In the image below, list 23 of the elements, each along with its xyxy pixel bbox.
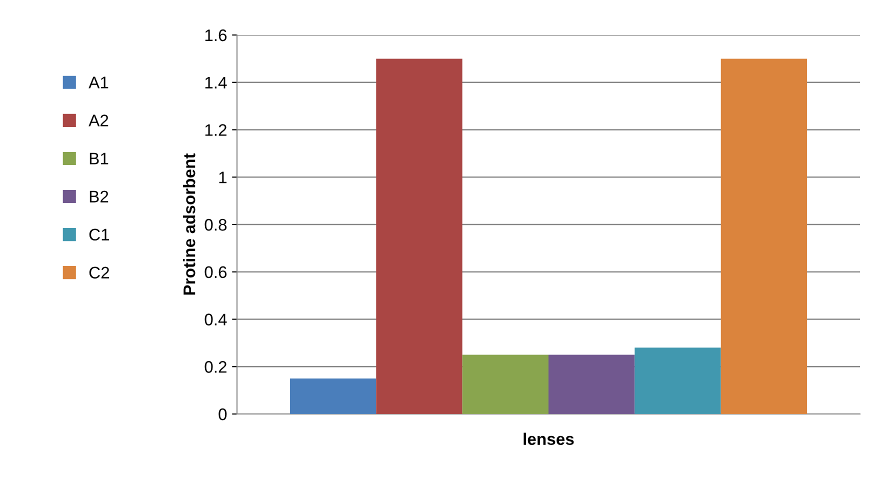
bar [462, 354, 548, 414]
bar [720, 58, 808, 414]
y-tick-label: 1 [219, 172, 226, 184]
y-tick-label: 1.6 [205, 29, 227, 42]
y-tick-label: 0.4 [204, 314, 227, 326]
y-tick-label: 0 [218, 408, 227, 420]
y-tick-label: 0.2 [204, 361, 226, 373]
legend-label: C2 [89, 266, 110, 279]
legend-label: A2 [88, 114, 108, 126]
y-tick-label: 0.6 [204, 266, 227, 278]
x-axis-title: lenses [524, 432, 574, 445]
bar [290, 378, 376, 414]
y-axis-title: Protine adsorbent [183, 153, 196, 295]
y-tick-label: 1.2 [205, 124, 226, 136]
y-tick-label: 0.8 [204, 218, 227, 231]
legend-label: B2 [90, 190, 108, 202]
legend-label: B1 [90, 152, 108, 164]
legend-label: A1 [88, 76, 108, 88]
y-tick-label: 1.4 [205, 76, 227, 88]
legend-label: C1 [89, 228, 110, 241]
bar [376, 58, 462, 414]
bar [634, 348, 721, 414]
bar [548, 354, 635, 414]
